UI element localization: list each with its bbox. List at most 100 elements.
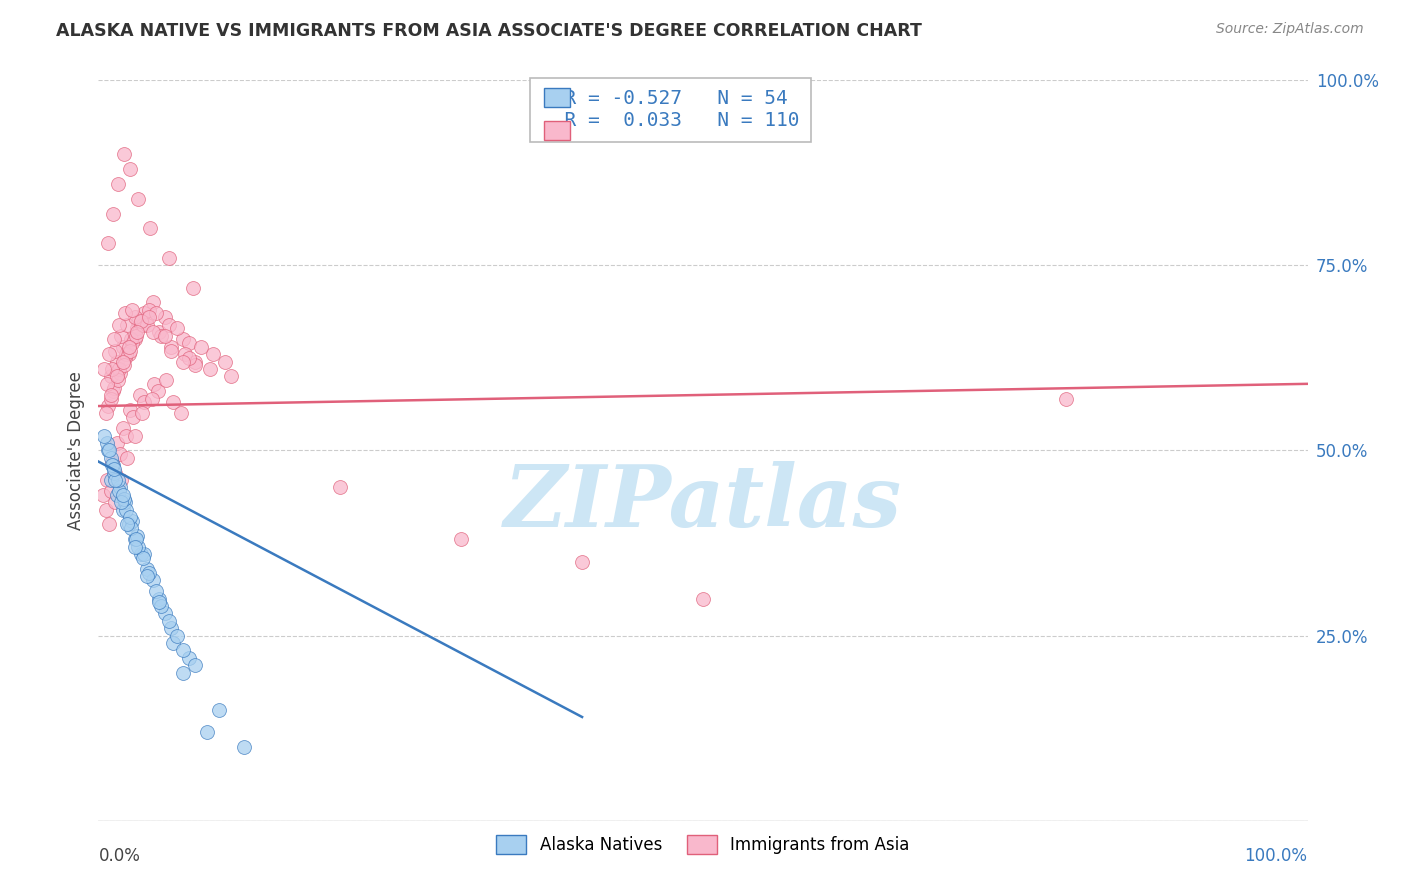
Point bbox=[134, 306, 156, 320]
Point bbox=[124, 428, 146, 442]
Point bbox=[100, 454, 122, 468]
Point bbox=[101, 384, 124, 399]
Point bbox=[571, 555, 593, 569]
Point bbox=[181, 280, 204, 294]
Point bbox=[127, 321, 149, 335]
Point bbox=[101, 206, 124, 220]
Point bbox=[150, 599, 173, 613]
Point bbox=[101, 458, 124, 473]
Point bbox=[105, 354, 128, 368]
Point bbox=[107, 473, 129, 487]
Point bbox=[153, 607, 176, 621]
Point bbox=[94, 502, 117, 516]
Point bbox=[221, 369, 243, 384]
Point bbox=[117, 318, 139, 332]
Point bbox=[108, 362, 131, 376]
Point bbox=[118, 517, 141, 532]
Point bbox=[129, 547, 152, 561]
Point bbox=[98, 347, 121, 361]
Point bbox=[121, 336, 143, 351]
Point bbox=[129, 314, 152, 328]
Point bbox=[100, 450, 122, 465]
Point bbox=[120, 333, 142, 347]
Point bbox=[143, 376, 166, 391]
Point bbox=[127, 314, 149, 328]
Point bbox=[110, 328, 132, 343]
Text: Source: ZipAtlas.com: Source: ZipAtlas.com bbox=[1216, 22, 1364, 37]
Text: ZIPatlas: ZIPatlas bbox=[503, 460, 903, 544]
Point bbox=[115, 428, 138, 442]
Point bbox=[118, 343, 141, 358]
Point bbox=[103, 333, 125, 347]
Point bbox=[118, 402, 141, 417]
Point bbox=[97, 236, 120, 251]
Point bbox=[166, 628, 188, 642]
Point bbox=[155, 373, 177, 387]
Point bbox=[692, 591, 714, 606]
Point bbox=[139, 221, 162, 235]
Point bbox=[135, 569, 157, 583]
Text: 0.0%: 0.0% bbox=[98, 847, 141, 864]
Point bbox=[96, 376, 118, 391]
Point bbox=[157, 251, 180, 265]
Point bbox=[162, 636, 184, 650]
Point bbox=[157, 318, 180, 332]
Point bbox=[125, 533, 148, 547]
Point bbox=[97, 399, 120, 413]
Point bbox=[179, 650, 201, 665]
Point bbox=[148, 325, 170, 339]
Point bbox=[142, 573, 165, 587]
Point bbox=[104, 466, 127, 480]
Point bbox=[118, 162, 141, 177]
Point bbox=[93, 428, 115, 442]
Point bbox=[202, 347, 225, 361]
Point bbox=[146, 384, 169, 399]
Point bbox=[179, 351, 201, 365]
Point bbox=[450, 533, 472, 547]
Point bbox=[174, 347, 197, 361]
Point bbox=[94, 407, 117, 421]
Point bbox=[190, 340, 212, 354]
Point bbox=[148, 591, 170, 606]
Point bbox=[98, 517, 121, 532]
Point bbox=[114, 306, 136, 320]
Point bbox=[115, 347, 138, 361]
Y-axis label: Associate's Degree: Associate's Degree bbox=[66, 371, 84, 530]
Point bbox=[108, 484, 131, 499]
Point bbox=[103, 380, 125, 394]
Point bbox=[100, 473, 122, 487]
Point bbox=[124, 310, 146, 325]
Point bbox=[118, 347, 141, 361]
Point bbox=[127, 528, 149, 542]
Point bbox=[172, 333, 194, 347]
Point bbox=[124, 333, 146, 347]
Point bbox=[111, 354, 134, 368]
Point bbox=[105, 436, 128, 450]
Point bbox=[160, 340, 183, 354]
Point bbox=[100, 458, 122, 473]
Point bbox=[91, 488, 114, 502]
Point bbox=[134, 547, 156, 561]
Point bbox=[127, 540, 149, 554]
Point bbox=[111, 340, 134, 354]
Point bbox=[329, 481, 352, 495]
Point bbox=[169, 407, 191, 421]
Point bbox=[153, 328, 176, 343]
Point bbox=[128, 388, 150, 402]
Point bbox=[127, 325, 149, 339]
Text: R = -0.527   N = 54
  R =  0.033   N = 110: R = -0.527 N = 54 R = 0.033 N = 110 bbox=[541, 89, 800, 130]
Point bbox=[157, 614, 180, 628]
Point bbox=[145, 584, 167, 599]
Point bbox=[195, 724, 218, 739]
Point bbox=[96, 436, 118, 450]
Point bbox=[112, 147, 135, 161]
Point bbox=[107, 373, 129, 387]
Point bbox=[114, 351, 136, 365]
Point bbox=[124, 540, 146, 554]
Text: ALASKA NATIVE VS IMMIGRANTS FROM ASIA ASSOCIATE'S DEGREE CORRELATION CHART: ALASKA NATIVE VS IMMIGRANTS FROM ASIA AS… bbox=[56, 22, 922, 40]
Point bbox=[160, 621, 183, 635]
Point bbox=[104, 473, 127, 487]
Point bbox=[121, 302, 143, 317]
Point bbox=[108, 366, 131, 380]
Point bbox=[142, 295, 165, 310]
